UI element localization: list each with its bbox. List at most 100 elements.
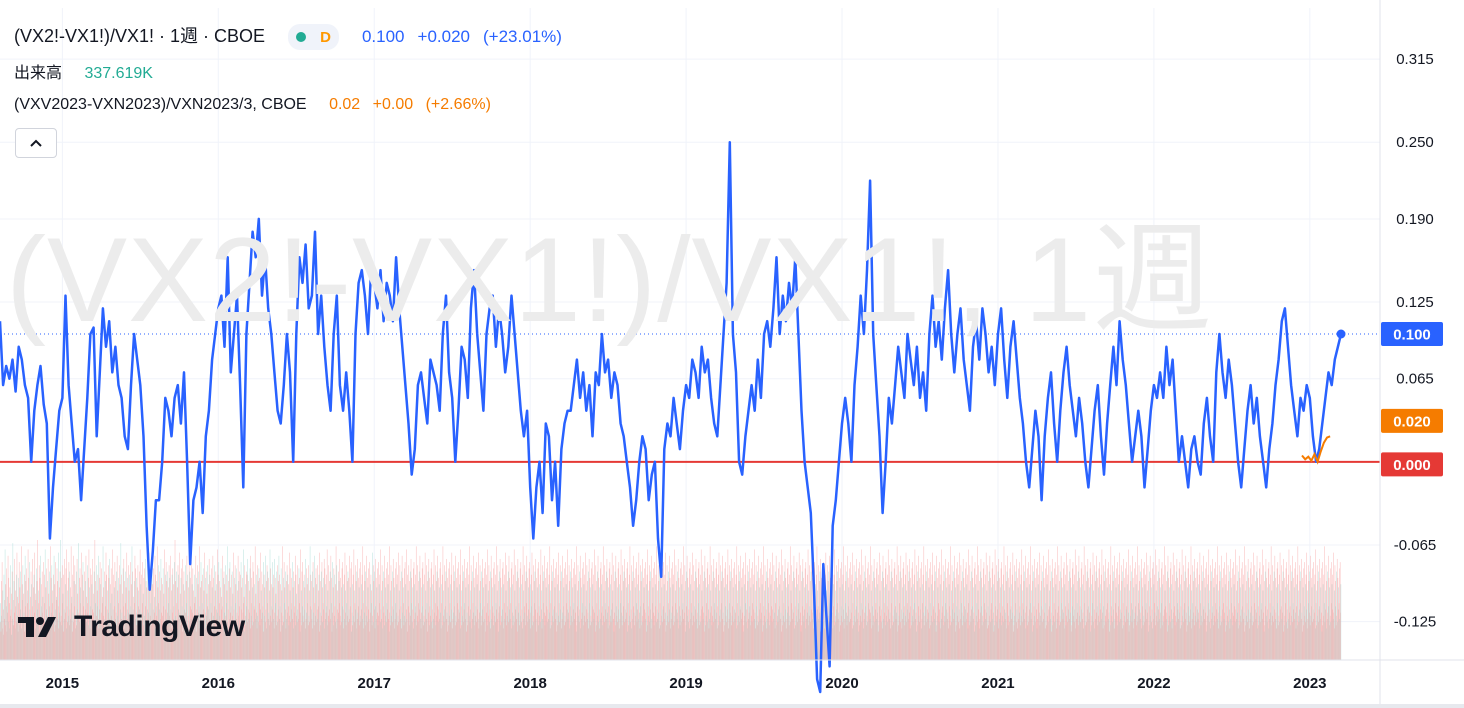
volume-bar: [112, 622, 113, 660]
volume-bar: [779, 584, 781, 660]
volume-bar: [175, 581, 177, 660]
volume-bar: [177, 628, 178, 660]
volume-bar: [80, 603, 81, 660]
volume-bar: [886, 615, 887, 660]
volume-bar: [1042, 609, 1044, 660]
volume-bar: [96, 590, 98, 660]
volume-bar: [741, 587, 743, 660]
volume-bar: [363, 590, 364, 660]
volume-bar: [310, 574, 312, 660]
volume-bar: [543, 612, 545, 660]
volume-bar: [752, 584, 754, 660]
volume-bar: [24, 631, 25, 660]
volume-bar: [243, 549, 244, 660]
volume-bar: [512, 584, 513, 660]
volume-bar: [953, 618, 955, 660]
volume-bar: [1250, 568, 1251, 660]
volume-bar: [1146, 618, 1148, 660]
tradingview-logo[interactable]: TradingView: [18, 610, 245, 644]
volume-bar: [1310, 577, 1312, 660]
volume-bar: [853, 625, 854, 660]
x-tick-label: 2021: [981, 675, 1014, 692]
volume-bar: [132, 622, 133, 660]
volume-bar: [534, 571, 536, 660]
volume-bar: [1260, 609, 1262, 660]
volume-bar: [492, 612, 494, 660]
volume-bar: [94, 540, 96, 660]
volume-bar: [360, 562, 361, 660]
volume-bar: [1063, 612, 1064, 660]
volume-bar: [414, 618, 415, 660]
volume-bar: [471, 581, 473, 660]
status-badge[interactable]: D: [288, 24, 339, 51]
volume-bar: [1120, 618, 1122, 660]
volume-bar: [695, 609, 696, 660]
volume-bar: [273, 618, 274, 660]
volume-bar: [95, 631, 97, 660]
volume-bar: [50, 628, 51, 660]
volume-bar: [644, 609, 645, 660]
volume-bar: [378, 562, 379, 660]
volume-bar: [914, 549, 916, 660]
volume-bar: [738, 615, 739, 660]
volume-bar: [354, 590, 355, 660]
volume-bar: [950, 546, 951, 660]
volume-bar: [958, 609, 960, 660]
collapse-legend-button[interactable]: [15, 128, 57, 158]
volume-bar: [556, 562, 557, 660]
volume-bar: [657, 590, 658, 660]
volume-bar: [885, 562, 887, 660]
volume-bar: [312, 571, 313, 660]
volume-bar: [1119, 552, 1120, 660]
volume-bar: [786, 587, 787, 660]
volume-bar: [221, 596, 223, 660]
volume-bar: [58, 552, 59, 660]
volume-bar: [1228, 609, 1230, 660]
volume-bar: [1050, 612, 1052, 660]
volume-bar: [1235, 609, 1237, 660]
volume-bar: [1274, 609, 1275, 660]
volume-bar: [889, 612, 891, 660]
volume-bar: [351, 612, 353, 660]
volume-bar: [277, 622, 279, 660]
volume-bar: [589, 625, 591, 660]
volume-bar: [556, 584, 558, 660]
volume-bar: [413, 562, 415, 660]
volume-bar: [77, 609, 78, 660]
volume-bar: [504, 618, 506, 660]
volume-bar: [891, 558, 893, 660]
volume-bar: [795, 568, 797, 660]
volume-bar: [733, 622, 734, 660]
volume-bar: [693, 615, 694, 660]
volume-bar: [666, 590, 667, 660]
volume-bar: [155, 606, 157, 660]
volume-bar: [516, 571, 518, 660]
volume-bar: [247, 622, 248, 660]
volume-bar: [1155, 590, 1157, 660]
volume-bar: [1056, 618, 1058, 660]
symbol-title[interactable]: (VX2!-VX1!)/VX1! · 1週 · CBOE: [14, 26, 266, 46]
volume-bar: [671, 568, 672, 660]
compare-symbol[interactable]: (VXV2023-VXN2023)/VXN2023/3, CBOE: [14, 96, 307, 113]
volume-bar: [211, 612, 213, 660]
volume-bar: [1319, 558, 1320, 660]
volume-bar: [450, 574, 452, 660]
volume-bar: [1234, 574, 1236, 660]
volume-bar: [1059, 615, 1061, 660]
volume-label[interactable]: 出来高: [14, 65, 63, 82]
volume-bar: [176, 571, 177, 660]
volume-bar: [1304, 562, 1305, 660]
volume-bar: [920, 628, 922, 660]
volume-bar: [617, 587, 618, 660]
volume-bar: [1043, 555, 1044, 660]
volume-bar: [374, 609, 375, 660]
volume-bar: [197, 584, 199, 660]
volume-bar: [777, 587, 778, 660]
volume-bar: [1334, 565, 1336, 660]
volume-bar: [725, 606, 726, 660]
volume-bar: [1082, 612, 1084, 660]
volume-bar: [262, 606, 264, 660]
volume-bar: [198, 628, 200, 660]
volume-bar: [372, 552, 373, 660]
